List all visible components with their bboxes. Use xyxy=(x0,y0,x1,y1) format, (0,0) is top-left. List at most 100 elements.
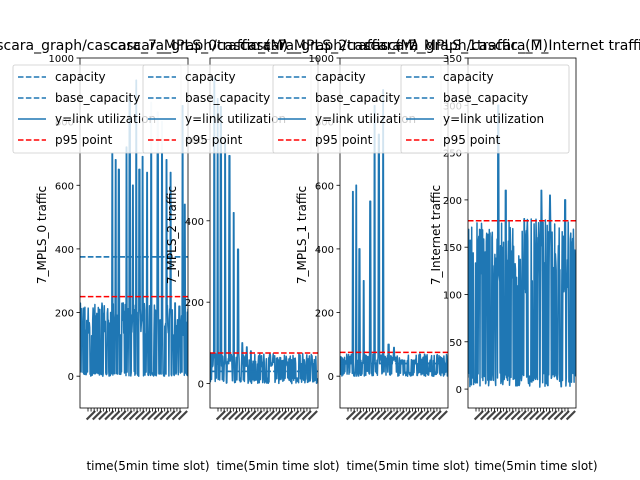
y-tick-label: 50 xyxy=(449,338,462,349)
x-tick-label-mark xyxy=(480,410,491,421)
x-tick-label-mark xyxy=(437,410,448,421)
y-axis-label: 7_MPLS_0 traffic xyxy=(35,186,49,284)
x-tick-label-mark xyxy=(388,410,399,421)
x-axis-label: time(5min time slot) xyxy=(216,459,339,473)
x-tick-label-mark xyxy=(104,410,115,421)
legend-label: y=link utilization xyxy=(185,112,286,126)
utilization-line xyxy=(80,79,188,377)
x-tick-label-mark xyxy=(85,410,96,421)
x-tick-label-mark xyxy=(177,410,188,421)
x-tick-label-mark xyxy=(264,410,275,421)
y-axis-label: 7_MPLS_1 traffic xyxy=(295,186,309,284)
legend-label: capacity xyxy=(315,70,366,84)
y-tick-label: 600 xyxy=(55,181,74,192)
y-tick-label: 250 xyxy=(443,149,462,160)
x-tick-label-mark xyxy=(228,410,239,421)
y-tick-label: 0 xyxy=(68,372,74,383)
x-tick-label-mark xyxy=(301,410,312,421)
x-tick-label-mark xyxy=(122,410,133,421)
legend-label: base_capacity xyxy=(185,91,270,105)
chart-title: cascara_graph/cascara_7_Internet traffic… xyxy=(364,38,640,54)
x-tick-label-mark xyxy=(295,410,306,421)
legend: capacity base_capacity y=link utilization p… xyxy=(12,64,182,154)
plot-area xyxy=(80,79,188,377)
legend-label: base_capacity xyxy=(443,91,528,105)
x-tick-label-mark xyxy=(486,410,497,421)
x-tick-label-mark xyxy=(252,410,263,421)
plot-area xyxy=(210,77,318,385)
x-axis-label: time(5min time slot) xyxy=(474,459,597,473)
legend-label: capacity xyxy=(443,70,494,84)
legend: capacity base_capacity y=link utilization p… xyxy=(142,64,312,154)
y-tick-label: 600 xyxy=(315,181,334,192)
x-tick-label-mark xyxy=(283,410,294,421)
x-tick-label-mark xyxy=(153,410,164,421)
plot-area xyxy=(468,104,576,388)
legend: capacity base_capacity y=link utilization p… xyxy=(272,64,442,154)
utilization-line xyxy=(210,77,318,385)
x-tick-label-mark xyxy=(98,410,109,421)
x-tick-label-mark xyxy=(522,410,533,421)
y-tick-label: 100 xyxy=(443,290,462,301)
utilization-line xyxy=(468,104,576,388)
x-tick-label-mark xyxy=(541,410,552,421)
y-tick-label: 200 xyxy=(315,309,334,320)
y-tick-label: 1000 xyxy=(309,54,334,65)
legend-label: p95 point xyxy=(185,133,243,147)
legend: capacity base_capacity y=link utilization p… xyxy=(400,64,570,154)
legend-label: p95 point xyxy=(315,133,373,147)
x-axis-label: time(5min time slot) xyxy=(86,459,209,473)
x-tick-label-mark xyxy=(510,410,521,421)
legend-box xyxy=(400,64,570,154)
x-tick-label-mark xyxy=(345,410,356,421)
x-tick-label-mark xyxy=(159,410,170,421)
x-tick-label-mark xyxy=(401,410,412,421)
legend-label: y=link utilization xyxy=(443,112,544,126)
x-tick-label-mark xyxy=(141,410,152,421)
x-tick-label-mark xyxy=(364,410,375,421)
x-tick-label-mark xyxy=(240,410,251,421)
legend-label: y=link utilization xyxy=(315,112,416,126)
x-tick-label-mark xyxy=(516,410,527,421)
chart-title: cascara_graph/cascara_7_MPLS_1traffic_(M… xyxy=(240,38,548,54)
y-tick-label: 200 xyxy=(443,196,462,207)
y-tick-label: 0 xyxy=(456,385,462,396)
x-tick-label-mark xyxy=(215,410,226,421)
x-tick-label-mark xyxy=(258,410,269,421)
x-tick-label-mark xyxy=(492,410,503,421)
y-axis-label: 7_Internet traffic xyxy=(429,185,443,285)
x-tick-label-mark xyxy=(431,410,442,421)
x-tick-label-mark xyxy=(565,410,576,421)
x-tick-label-mark xyxy=(370,410,381,421)
legend-label: base_capacity xyxy=(315,91,400,105)
plot-area xyxy=(340,89,448,377)
x-tick-label-mark xyxy=(498,410,509,421)
legend-label: base_capacity xyxy=(55,91,140,105)
utilization-line xyxy=(340,89,448,377)
x-tick-label-mark xyxy=(307,410,318,421)
y-tick-label: 0 xyxy=(198,380,204,391)
legend-label: y=link utilization xyxy=(55,112,156,126)
x-tick-label-mark xyxy=(128,410,139,421)
legend-label: p95 point xyxy=(443,133,501,147)
x-tick-label-mark xyxy=(553,410,564,421)
legend-label: capacity xyxy=(55,70,106,84)
y-tick-label: 150 xyxy=(443,243,462,254)
y-tick-label: 200 xyxy=(55,309,74,320)
x-tick-label-mark xyxy=(246,410,257,421)
x-tick-label-mark xyxy=(165,410,176,421)
y-tick-label: 200 xyxy=(185,298,204,309)
x-tick-label-mark xyxy=(358,410,369,421)
y-tick-label: 0 xyxy=(328,372,334,383)
x-tick-label-mark xyxy=(382,410,393,421)
legend-label: capacity xyxy=(185,70,236,84)
chart-title: cascara_graph/cascara_7_MPLS_0traffic_(M… xyxy=(0,38,288,54)
x-tick-label-mark xyxy=(92,410,103,421)
x-tick-label-mark xyxy=(277,410,288,421)
chart-title: cascara_graph/cascara_7_MPLS_2traffic_(M… xyxy=(110,38,418,54)
y-axis-label: 7_MPLS_2 traffic xyxy=(165,186,179,284)
x-tick-label-mark xyxy=(352,410,363,421)
x-tick-label-mark xyxy=(289,410,300,421)
x-tick-label-mark xyxy=(394,410,405,421)
